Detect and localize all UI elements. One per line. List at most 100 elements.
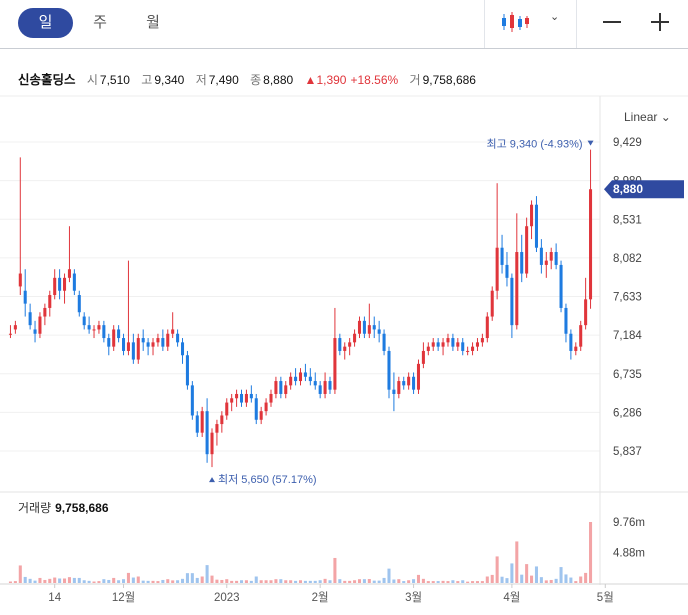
- candle-body: [554, 252, 558, 265]
- y-tick-label: 8,531: [613, 214, 642, 226]
- volume-bar: [544, 580, 548, 583]
- scale-mode-label: Linear: [624, 110, 658, 124]
- scale-mode-select[interactable]: Linear ⌄: [624, 110, 671, 124]
- volume-bar: [151, 580, 155, 583]
- candle-body: [151, 342, 155, 347]
- volume-bar: [338, 579, 342, 583]
- volume-bar: [8, 581, 12, 583]
- candle-body: [318, 385, 322, 394]
- volume-bar: [274, 579, 278, 583]
- candle-body: [416, 363, 421, 390]
- volume-bar: [402, 581, 406, 583]
- volume-bar: [107, 579, 111, 583]
- period-tab-day[interactable]: 일: [18, 8, 73, 38]
- period-tab-month[interactable]: 월: [146, 14, 160, 31]
- candle-body: [87, 325, 91, 330]
- candle-body: [308, 376, 312, 382]
- candle-body: [38, 316, 42, 334]
- volume-bar: [348, 580, 352, 583]
- volume-bar: [239, 580, 244, 583]
- volume-bar: [53, 577, 57, 583]
- candle-body: [569, 333, 573, 351]
- volume-bar: [289, 580, 293, 583]
- volume-bar: [387, 568, 391, 583]
- volume-bar: [136, 576, 140, 583]
- volume-bar: [589, 522, 593, 583]
- min-price-label: 최저 5,650 (57.17%): [218, 473, 317, 486]
- minus-icon[interactable]: [603, 21, 621, 23]
- volume-bar: [13, 581, 17, 583]
- volume-bar: [205, 565, 209, 583]
- volume-bar: [534, 566, 538, 583]
- volume-bar: [313, 580, 317, 583]
- volume-bar: [166, 579, 170, 583]
- candle-body: [131, 342, 135, 360]
- candle-body: [328, 381, 332, 390]
- volume-bar: [569, 577, 573, 583]
- candle-body: [303, 372, 307, 377]
- volume-bar: [421, 578, 425, 583]
- candle-body: [485, 316, 489, 339]
- volume-label: 거: [409, 73, 421, 87]
- volume-bar: [303, 580, 307, 583]
- volume-bar: [495, 556, 499, 583]
- chevron-down-icon[interactable]: ⌄: [550, 11, 560, 23]
- candle-body: [338, 338, 342, 351]
- candle-body: [23, 290, 27, 304]
- candle-body: [77, 295, 81, 313]
- candle-body: [269, 393, 273, 403]
- volume-bar: [92, 581, 96, 583]
- candle-body: [259, 411, 263, 420]
- volume-bar: [156, 581, 160, 583]
- candle-body: [161, 338, 165, 347]
- volume-bar: [431, 581, 435, 583]
- candle-body: [377, 329, 381, 334]
- volume-bar: [441, 580, 445, 583]
- volume-bar: [436, 581, 440, 583]
- candle-body: [431, 342, 435, 347]
- candle-body: [180, 342, 185, 356]
- candle-body: [549, 252, 553, 261]
- volume-bar: [510, 563, 514, 583]
- volume-bar: [397, 579, 401, 583]
- candle-body: [333, 338, 337, 390]
- volume-bar: [298, 580, 303, 583]
- period-tab-week[interactable]: 주: [93, 14, 107, 31]
- candle-body: [353, 333, 357, 343]
- volume-bar: [146, 580, 150, 583]
- candlestick-icon[interactable]: [500, 10, 530, 34]
- candle-body: [117, 329, 121, 339]
- max-marker-icon: [587, 140, 594, 146]
- candle-body: [18, 273, 22, 287]
- volume-bar: [63, 578, 67, 583]
- volume-bar: [372, 580, 376, 583]
- candle-body: [122, 338, 126, 351]
- volume-bar: [72, 577, 76, 583]
- volume-bar: [48, 578, 52, 583]
- volume-bar: [362, 579, 366, 583]
- volume-bar: [505, 578, 509, 583]
- candle-body: [441, 342, 445, 347]
- candle-body: [200, 411, 204, 433]
- candle-body: [225, 402, 229, 416]
- candle-body: [28, 312, 32, 326]
- y-tick-label: 8,082: [613, 253, 642, 265]
- volume-bar: [485, 576, 489, 583]
- volume-bar: [343, 580, 347, 583]
- volume-bar: [461, 580, 465, 583]
- candle-body: [13, 325, 17, 330]
- candle-body: [534, 204, 538, 248]
- volume-bar: [318, 580, 322, 583]
- candle-body: [343, 346, 347, 351]
- candle-body: [205, 411, 209, 455]
- volume-bar: [466, 581, 470, 583]
- volume-axis-label: 9.76m: [613, 517, 645, 529]
- volume-bar: [117, 580, 121, 583]
- candle-body: [456, 342, 460, 347]
- volume-bar: [28, 578, 32, 583]
- candle-body: [574, 346, 578, 351]
- candle-body: [579, 325, 583, 347]
- volume-bar: [515, 541, 519, 583]
- stock-name: 신송홀딩스: [18, 73, 76, 87]
